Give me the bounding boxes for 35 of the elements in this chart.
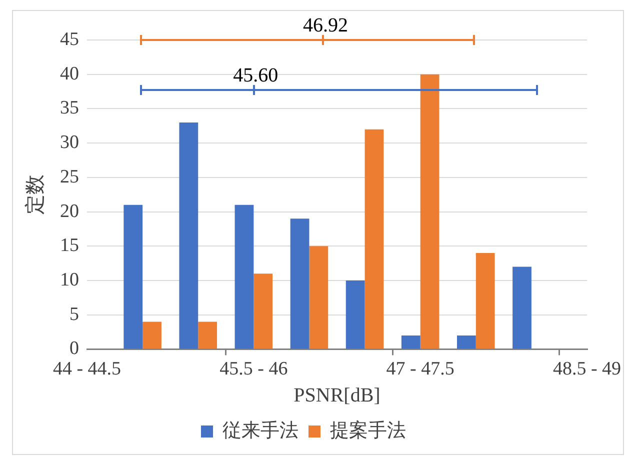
bar	[254, 274, 273, 349]
y-axis-title: 定数	[24, 174, 46, 215]
y-tick-label: 20	[60, 200, 79, 222]
text: 46.92	[303, 14, 348, 36]
x-tick-label: 45.5 - 46	[220, 358, 288, 380]
x-tick-label: 47 - 47.5	[386, 358, 454, 380]
bar	[401, 335, 420, 349]
bar	[290, 218, 310, 349]
bar	[512, 266, 532, 349]
bar	[234, 204, 254, 349]
x-tick-label: 48.5 - 49	[552, 358, 622, 380]
bar	[476, 253, 495, 349]
y-tick-label: 5	[70, 304, 79, 325]
bar	[198, 322, 217, 349]
bar	[142, 322, 162, 349]
bar	[346, 280, 365, 349]
y-tick-label: 15	[60, 235, 79, 256]
x-axis-title: PSNR[dB]	[294, 384, 380, 406]
x-tick-label: 44 - 44.5	[52, 358, 122, 380]
legend-label: 提案手法	[330, 419, 406, 442]
bar	[179, 122, 198, 349]
bar	[309, 246, 328, 349]
annotation: 45.60	[233, 64, 278, 86]
bar	[457, 335, 476, 349]
y-tick-label: 25	[60, 166, 79, 188]
bar	[124, 204, 143, 349]
y-tick-label: 40	[60, 63, 79, 84]
y-tick-label: 0	[70, 338, 79, 360]
bar	[420, 74, 440, 349]
y-tick-label: 45	[60, 28, 79, 50]
bar	[364, 129, 384, 349]
y-tick-label: 30	[60, 132, 79, 154]
y-tick-label: 10	[60, 269, 79, 290]
legend-label: 従来手法	[222, 420, 298, 442]
y-tick-label: 35	[60, 98, 79, 119]
